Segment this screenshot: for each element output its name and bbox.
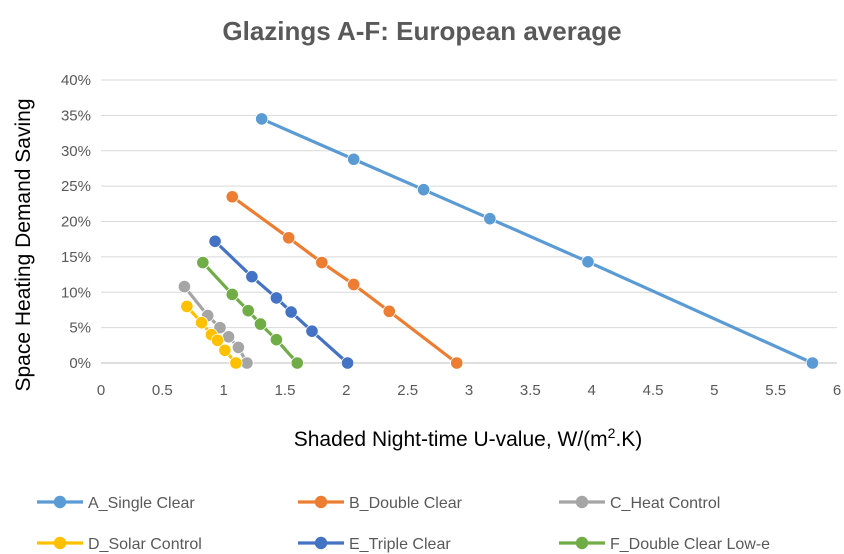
x-tick-label: 1.5 [275,382,296,399]
legend-marker [314,536,328,550]
data-point [245,270,259,284]
data-point [382,304,396,318]
y-axis-label: Space Heating Demand Saving [12,98,35,391]
series-line [261,117,814,365]
y-tick-labels: 0% 5% 10% 15% 20% 25% 30% 35% 40% [61,72,91,372]
data-point [305,324,319,338]
data-point [253,317,268,331]
data-point [315,255,329,270]
x-tick-label: 1 [219,382,227,399]
x-tick-label: 0 [97,382,105,399]
series-line [213,240,349,365]
x-tick-label: 3 [465,382,473,399]
legend-label: B_Double Clear [349,495,463,512]
data-point [255,112,269,126]
data-point [269,333,284,347]
data-point [180,299,194,313]
x-tick-label: 0.5 [152,382,173,399]
x-tick-label: 2 [342,382,350,399]
data-point [581,255,595,269]
series [208,234,355,370]
legend-entry: C_Heat Control [559,495,720,512]
data-point [450,356,464,370]
series [225,190,464,370]
data-point [241,304,255,318]
series [180,299,243,370]
x-axis-label: Shaded Night-time U-value, W/(m2.K) [294,425,643,451]
data-point [208,234,222,248]
x-axis-label-sup: 2 [608,425,616,441]
legend-entry: F_Double Clear Low-e [559,536,770,553]
legend-marker [53,536,67,550]
data-point [483,212,497,226]
legend-marker [575,495,589,509]
legend-entry: B_Double Clear [298,495,463,512]
y-tick-label: 10% [61,284,91,301]
series [196,255,304,370]
legend-marker [314,495,328,509]
x-tick-label: 6 [833,382,841,399]
data-point [347,152,361,166]
x-tick-label: 5.5 [765,382,786,399]
x-tick-label: 5 [710,382,718,399]
data-point [221,330,236,344]
legend-marker [53,495,67,509]
y-tick-label: 5% [69,320,91,337]
legend-label: E_Triple Clear [349,536,451,553]
data-point [225,190,239,204]
legend-label: F_Double Clear Low-e [610,536,770,553]
x-axis-label-tail: .K) [615,428,642,451]
data-point [240,356,254,370]
chart-title: Glazings A-F: European average [222,16,621,46]
y-tick-label: 30% [61,143,91,160]
data-point [218,343,232,357]
series [255,112,820,370]
x-tick-label: 4.5 [643,382,664,399]
legend-entry: D_Solar Control [37,536,202,553]
y-tick-label: 40% [61,72,91,89]
series-line [231,195,458,365]
legend: A_Single Clear B_Double Clear C_Heat Contr… [37,495,770,553]
series [177,279,254,370]
data-point [417,183,431,197]
legend-marker [575,536,589,550]
series-lines [177,112,820,370]
data-point [347,277,361,292]
legend-label: D_Solar Control [88,536,202,553]
data-point [231,340,245,355]
data-point [282,231,296,245]
y-tick-label: 20% [61,214,91,231]
legend-entry: A_Single Clear [37,495,195,512]
data-point [340,356,355,370]
data-point [284,305,298,319]
y-tick-label: 15% [61,249,91,266]
data-point [177,279,192,294]
data-point [290,356,304,370]
data-point [269,291,284,305]
x-tick-label: 4 [587,382,595,399]
y-tick-label: 0% [69,355,91,372]
x-tick-label: 3.5 [520,382,541,399]
data-point [805,356,820,370]
data-point [213,321,227,335]
x-tick-label: 2.5 [397,382,418,399]
data-point [229,356,243,370]
y-tick-label: 35% [61,107,91,124]
data-point [196,255,210,270]
data-point [194,316,209,330]
x-tick-labels: 0 0.5 1 1.5 2 2.5 3 3.5 4 4.5 5 5.5 6 [97,382,841,399]
legend-label: C_Heat Control [610,495,720,512]
x-axis-label-main: Shaded Night-time U-value, W/(m [294,428,608,451]
legend-label: A_Single Clear [88,495,195,512]
data-point [210,333,225,347]
y-tick-label: 25% [61,178,91,195]
data-point [225,287,239,301]
legend-entry: E_Triple Clear [298,536,451,553]
